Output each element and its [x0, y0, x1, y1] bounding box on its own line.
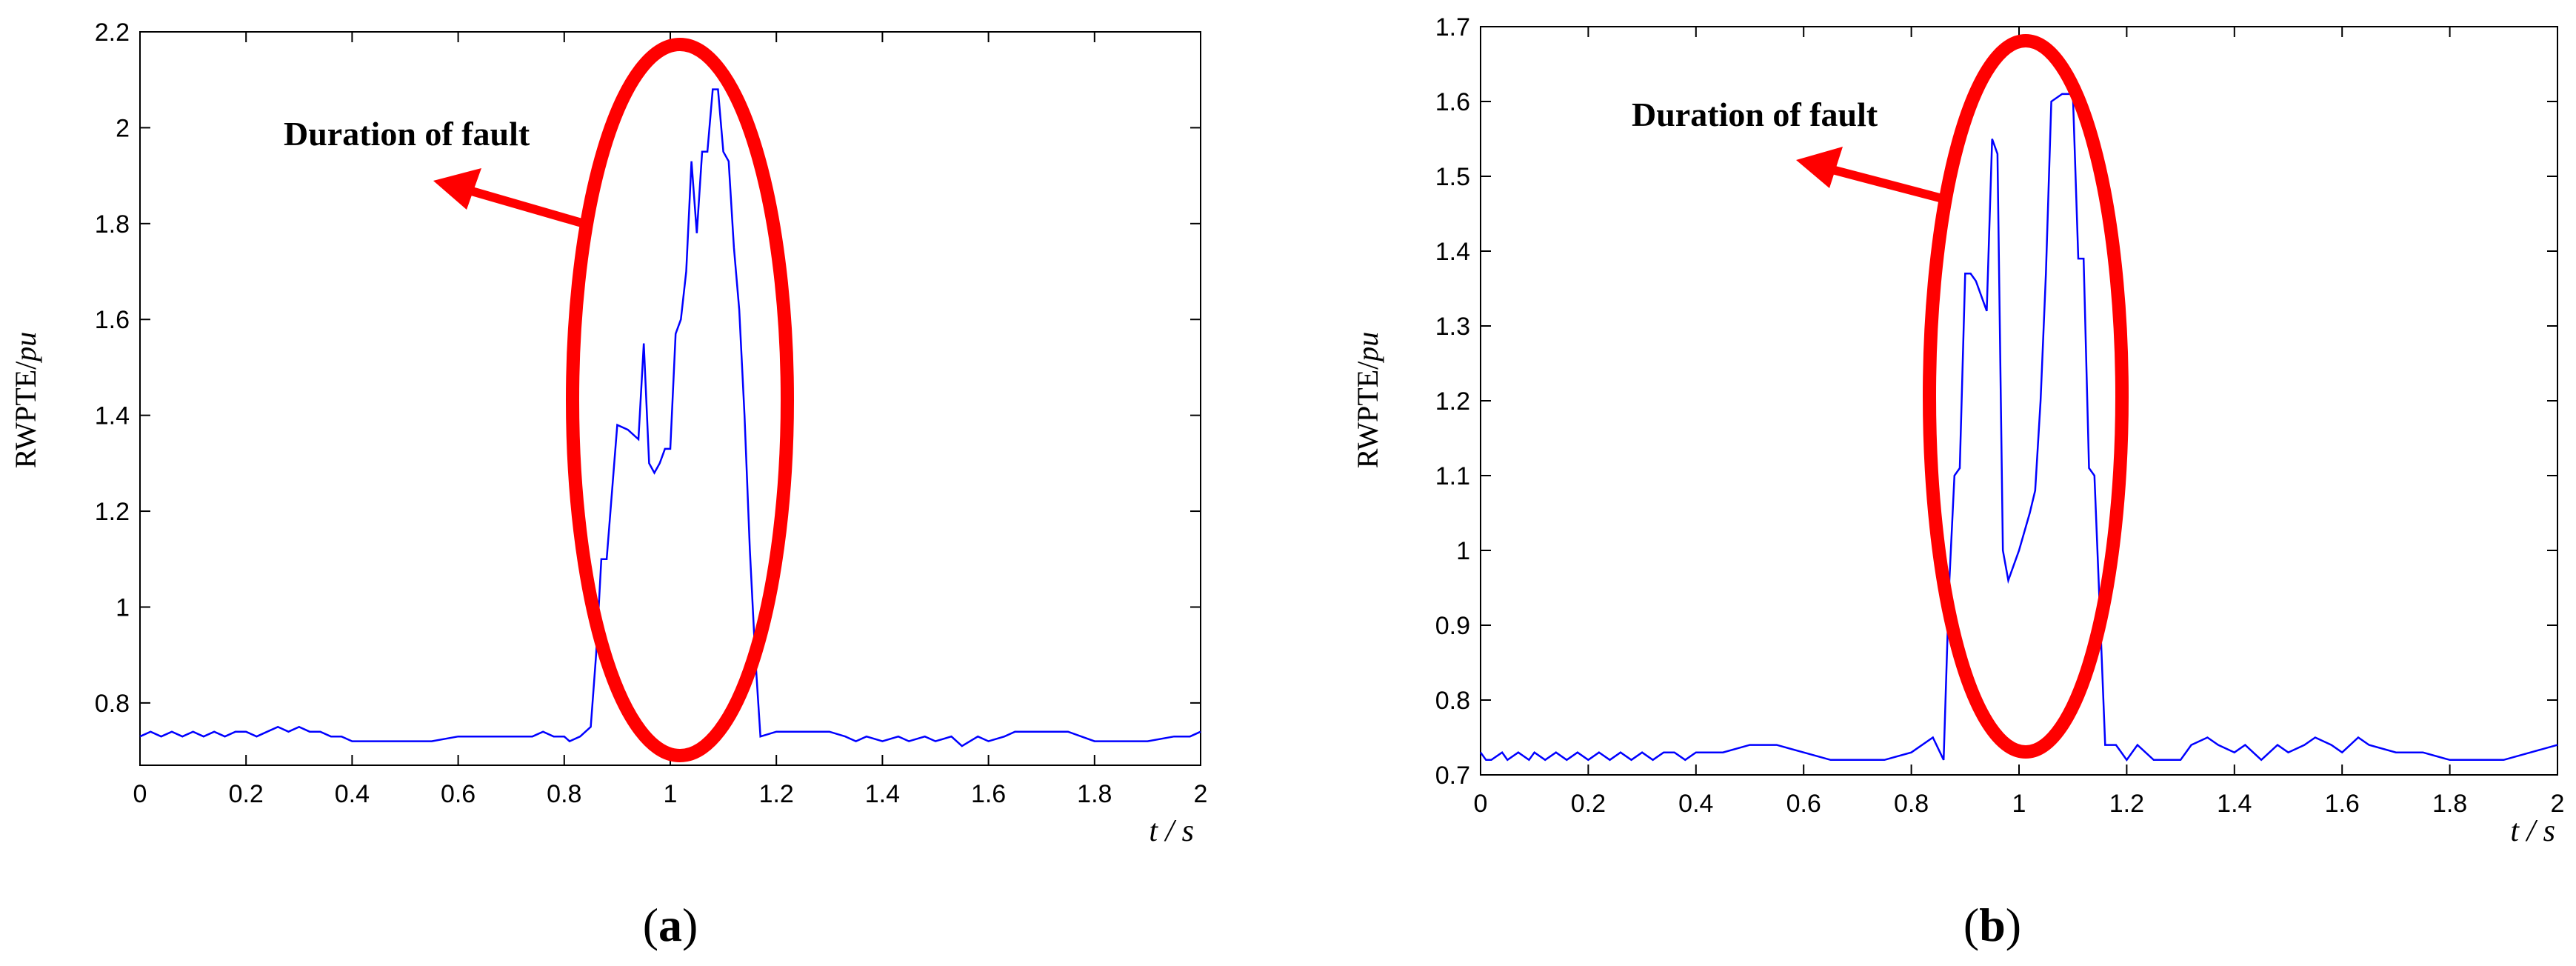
fault-duration-ellipse-b: [1923, 34, 2129, 759]
x-tick-label-b: 0.4: [1678, 790, 1713, 818]
y-tick-label-b: 0.8: [1435, 687, 1470, 715]
x-tick-label-a: 1: [664, 780, 678, 808]
y-tick-label-b: 1.4: [1435, 238, 1470, 266]
y-axis-label-unit-b: pu: [1351, 332, 1384, 364]
x-tick-label-b: 1.6: [2325, 790, 2360, 818]
annotation-duration-of-fault-a: Duration of fault: [284, 115, 530, 153]
annotation-arrowhead-b: [1796, 147, 1843, 188]
x-tick-label-b: 2: [2551, 790, 2565, 818]
y-tick-label-b: 1.6: [1435, 88, 1470, 116]
annotation-duration-of-fault-b: Duration of fault: [1632, 96, 1878, 133]
x-tick-label-b: 0.8: [1894, 790, 1929, 818]
panel-letter-b: b: [1979, 899, 2006, 951]
y-tick-label-a: 1: [116, 593, 130, 622]
y-axis-label-b: RWPTE/pu: [1351, 332, 1384, 468]
x-tick-label-a: 0.2: [229, 780, 264, 808]
y-tick-label-a: 1.4: [95, 402, 130, 430]
fault-duration-ellipse-a: [566, 38, 794, 762]
x-tick-label-a: 0.8: [547, 780, 581, 808]
y-axis-ticks-b: 0.7 0.8 0.9 1 1.1 1.2 1.3 1.4 1.5 1.6 1.7: [1435, 13, 2557, 790]
plot-frame-b: [1480, 26, 2558, 776]
x-axis-ticks-a: 0 0.2 0.4 0.6 0.8 1 1.2 1.4 1.6 1.8 2: [133, 32, 1208, 808]
x-tick-label-a: 0: [133, 780, 147, 808]
y-tick-label-a: 1.8: [95, 210, 130, 239]
annotation-arrow-b: [1828, 164, 1949, 204]
x-axis-label-a: t / s: [1149, 814, 1194, 848]
x-tick-label-a: 0.4: [335, 780, 370, 808]
y-tick-label-a: 1.2: [95, 498, 130, 526]
panel-label-b: (b): [1963, 899, 2021, 951]
x-axis-ticks-b: 0 0.2 0.4 0.6 0.8 1 1.2 1.4 1.6 1.8 2: [1474, 27, 2565, 818]
x-tick-label-a: 1.2: [759, 780, 794, 808]
y-tick-label-a: 1.6: [95, 306, 130, 334]
y-tick-label-a: 0.8: [95, 690, 130, 718]
y-tick-label-b: 1: [1456, 537, 1470, 565]
y-tick-label-b: 1.5: [1435, 163, 1470, 191]
x-tick-label-b: 1.4: [2217, 790, 2252, 818]
y-axis-label-prefix-b: RWPTE/: [1351, 361, 1384, 468]
x-tick-label-b: 1.8: [2432, 790, 2467, 818]
annotation-arrow-a: [465, 185, 586, 228]
x-tick-label-b: 1.2: [2109, 790, 2144, 818]
panel-letter-a: a: [658, 899, 682, 951]
y-tick-label-b: 1.2: [1435, 387, 1470, 416]
x-tick-label-b: 0.6: [1786, 790, 1821, 818]
x-tick-label-a: 1.6: [971, 780, 1006, 808]
series-line-a: [139, 88, 1201, 747]
x-tick-label-a: 0.6: [441, 780, 476, 808]
y-axis-label-prefix-a: RWPTE/: [9, 361, 42, 468]
y-tick-label-a: 2.2: [95, 19, 130, 47]
y-tick-label-b: 1.3: [1435, 313, 1470, 341]
x-tick-label-a: 1.8: [1077, 780, 1112, 808]
x-tick-label-b: 0: [1474, 790, 1488, 818]
annotation-arrowhead-a: [433, 168, 481, 210]
y-axis-label-unit-a: pu: [9, 332, 42, 364]
chart-panel-a: 0.8 1 1.2 1.4 1.6 1.8 2 2.2 0 0.2 0.4 0.6 0.8 1 1.2 1.…: [9, 19, 1207, 951]
x-tick-label-a: 1.4: [865, 780, 900, 808]
x-axis-label-b: t / s: [2510, 814, 2555, 848]
x-tick-label-b: 1: [2012, 790, 2026, 818]
series-line-b: [1479, 93, 2558, 762]
y-tick-label-b: 1.7: [1435, 13, 1470, 41]
y-tick-label-b: 0.9: [1435, 612, 1470, 640]
y-axis-ticks-a: 0.8 1 1.2 1.4 1.6 1.8 2 2.2: [95, 19, 1201, 718]
x-tick-label-a: 2: [1194, 780, 1208, 808]
x-tick-label-b: 0.2: [1571, 790, 1606, 818]
chart-panel-b: 0.70.80.911.11.21.31.41.51.61.7 0 0.2 0.4 0…: [1351, 13, 2564, 951]
y-tick-label-a: 2: [116, 114, 130, 142]
y-axis-label-a: RWPTE/pu: [9, 332, 42, 468]
y-tick-label-b: 1.1: [1435, 462, 1470, 490]
panel-label-a: (a): [643, 899, 698, 951]
y-tick-label-b: 0.7: [1435, 762, 1470, 790]
